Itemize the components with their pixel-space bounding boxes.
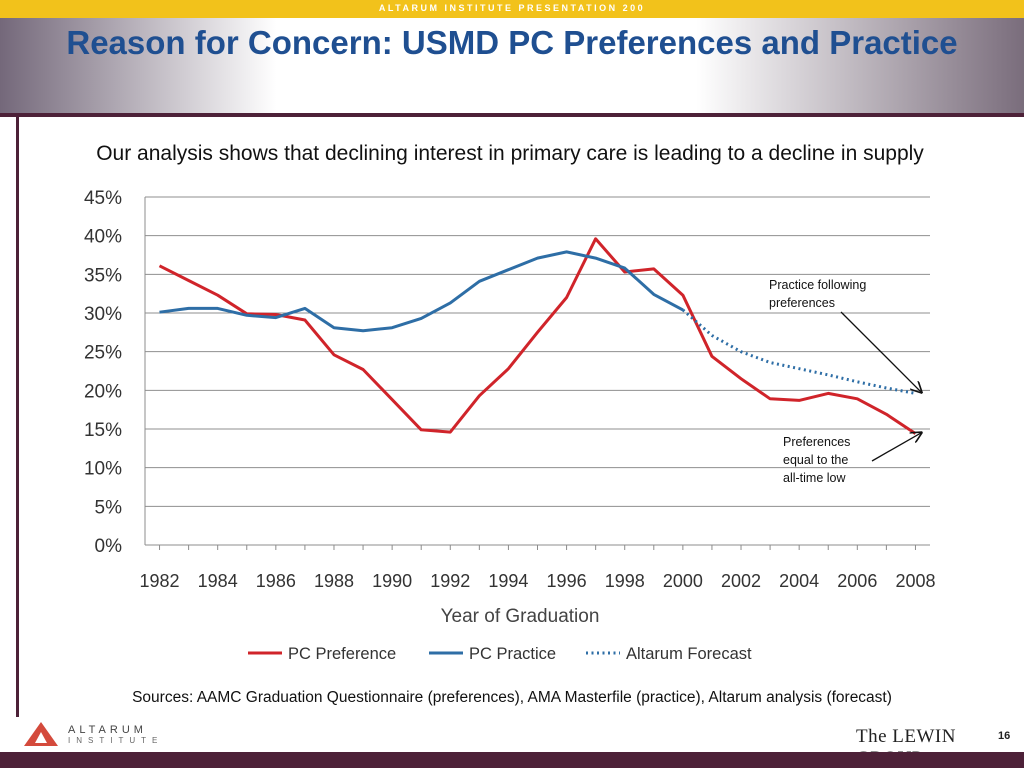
- x-tick-label: 2000: [663, 571, 703, 591]
- legend-label: PC Preference: [288, 645, 396, 663]
- line-chart: 0% 5% 10% 15% 20% 25% 30% 35% 40% 45% 1982 1984 1986…: [84, 188, 936, 663]
- top-banner: [0, 0, 1024, 18]
- annotation-arrow: [840, 311, 921, 392]
- title-band: [0, 18, 1024, 114]
- bottom-band: [0, 752, 1024, 768]
- series-line-pc-preference: [158, 237, 917, 435]
- y-tick-label: 0%: [95, 536, 123, 557]
- sources-note: Sources: AAMC Graduation Questionnaire (…: [132, 689, 892, 706]
- altarum-logo-name: ALTARUM: [68, 724, 147, 736]
- x-tick-label: 2008: [895, 571, 935, 591]
- y-tick-label: 45%: [84, 188, 122, 209]
- y-tick-label: 25%: [84, 343, 122, 364]
- x-tick-label: 1986: [256, 571, 296, 591]
- annotation-line: equal to the: [783, 453, 848, 467]
- series-line-altarum-forecast: [681, 308, 916, 395]
- y-tick-label: 15%: [84, 420, 122, 441]
- banner-text: ALTARUM INSTITUTE PRESENTATION 200: [378, 3, 646, 13]
- altarum-logo-sub: INSTITUTE: [68, 736, 164, 745]
- slide-title: Reason for Concern: USMD PC Preferences …: [66, 24, 958, 61]
- y-tick-label: 30%: [84, 304, 122, 325]
- left-divider: [16, 117, 19, 717]
- slide-subtitle: Our analysis shows that declining intere…: [96, 142, 924, 165]
- y-tick-label: 10%: [84, 459, 122, 480]
- annotation-line: preferences: [769, 296, 835, 310]
- annotation-label: Preferences equal to the all-time low: [783, 435, 850, 485]
- x-tick-label: 1988: [314, 571, 354, 591]
- annotation-label: Practice following preferences: [769, 278, 866, 310]
- x-tick-label: 2004: [779, 571, 819, 591]
- y-tick-label: 35%: [84, 265, 122, 286]
- x-tick-label: 1990: [372, 571, 412, 591]
- legend-label: PC Practice: [469, 645, 556, 663]
- x-tick-label: 1982: [140, 571, 180, 591]
- series-line-pc-practice: [159, 250, 684, 333]
- y-tick-label: 20%: [84, 381, 122, 402]
- x-tick-label: 1994: [488, 571, 528, 591]
- x-tick-label: 1998: [605, 571, 645, 591]
- annotation-line: Preferences: [783, 435, 850, 449]
- x-tick-label: 1996: [547, 571, 587, 591]
- annotation-line: Practice following: [769, 278, 866, 292]
- altarum-logo: ALTARUM INSTITUTE: [24, 722, 184, 748]
- x-tick-label: 1984: [198, 571, 238, 591]
- legend-label: Altarum Forecast: [626, 645, 752, 663]
- title-divider: [0, 113, 1024, 117]
- x-tick-label: 2006: [837, 571, 877, 591]
- y-tick-label: 5%: [95, 497, 123, 518]
- annotation-arrow: [871, 433, 921, 462]
- y-tick-label: 40%: [84, 227, 122, 248]
- altarum-triangle-inner: [35, 732, 47, 743]
- annotation-line: all-time low: [783, 471, 846, 485]
- x-axis-label: Year of Graduation: [441, 606, 600, 627]
- x-tick-label: 2002: [721, 571, 761, 591]
- x-tick-label: 1992: [430, 571, 470, 591]
- page-number: 16: [998, 730, 1011, 742]
